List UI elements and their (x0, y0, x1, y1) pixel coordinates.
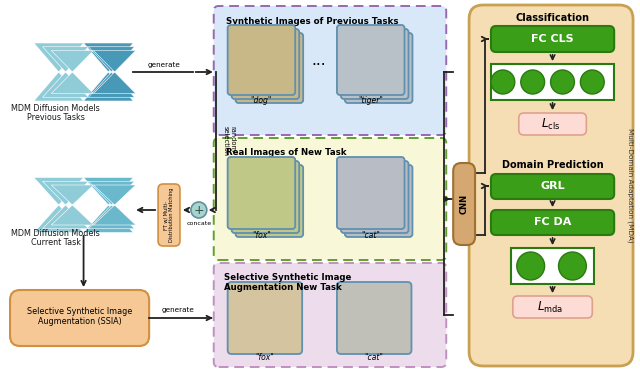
Text: "dog": "dog" (251, 95, 272, 105)
Text: Real Images of New Task: Real Images of New Task (226, 148, 346, 157)
Polygon shape (51, 50, 93, 93)
FancyBboxPatch shape (236, 165, 303, 237)
Text: "fox": "fox" (255, 354, 274, 362)
FancyBboxPatch shape (345, 165, 412, 237)
Text: Domain Prediction: Domain Prediction (502, 160, 604, 170)
Text: CNN: CNN (460, 194, 468, 214)
FancyBboxPatch shape (341, 29, 408, 99)
Text: concate: concate (186, 220, 211, 226)
Circle shape (516, 252, 545, 280)
Polygon shape (84, 43, 133, 101)
Text: "fox": "fox" (252, 230, 271, 240)
Text: Classification: Classification (516, 13, 589, 23)
FancyBboxPatch shape (232, 161, 299, 233)
FancyBboxPatch shape (228, 282, 302, 354)
FancyBboxPatch shape (513, 296, 592, 318)
Polygon shape (43, 181, 88, 229)
FancyBboxPatch shape (491, 26, 614, 52)
FancyBboxPatch shape (214, 263, 446, 367)
FancyBboxPatch shape (337, 25, 404, 95)
FancyBboxPatch shape (228, 157, 295, 229)
Circle shape (559, 252, 586, 280)
Polygon shape (93, 50, 136, 93)
Text: "tiger": "tiger" (358, 95, 383, 105)
FancyBboxPatch shape (453, 163, 475, 245)
FancyBboxPatch shape (337, 282, 412, 354)
Polygon shape (34, 43, 84, 101)
Text: $L_{\mathrm{mda}}$: $L_{\mathrm{mda}}$ (538, 299, 564, 315)
Text: Previous Tasks: Previous Tasks (27, 112, 84, 121)
FancyBboxPatch shape (214, 138, 446, 260)
Circle shape (521, 70, 545, 94)
Text: Selective Synthetic Image: Selective Synthetic Image (223, 273, 351, 282)
Text: Multi-Domain Adaptation (MDA): Multi-Domain Adaptation (MDA) (627, 128, 634, 242)
Text: FT w/ Multi-
Distribution Matching: FT w/ Multi- Distribution Matching (164, 188, 175, 242)
Text: generate: generate (161, 307, 195, 313)
FancyBboxPatch shape (214, 6, 446, 135)
Circle shape (550, 70, 575, 94)
Text: Current Task: Current Task (31, 237, 81, 246)
Text: Augmentation (SSIA): Augmentation (SSIA) (38, 318, 122, 326)
Polygon shape (51, 185, 93, 225)
Text: ...: ... (312, 53, 326, 68)
FancyBboxPatch shape (158, 184, 180, 246)
Polygon shape (34, 177, 84, 233)
FancyBboxPatch shape (491, 174, 614, 199)
Polygon shape (93, 185, 136, 225)
Text: Synthetic Images of Previous Tasks: Synthetic Images of Previous Tasks (226, 16, 398, 26)
FancyBboxPatch shape (519, 113, 586, 135)
FancyBboxPatch shape (10, 290, 149, 346)
Text: "cat": "cat" (364, 354, 383, 362)
Bar (511, 248, 595, 284)
Polygon shape (88, 47, 134, 97)
Text: $L_{\mathrm{cls}}$: $L_{\mathrm{cls}}$ (541, 116, 560, 132)
Circle shape (191, 202, 207, 218)
FancyBboxPatch shape (232, 29, 299, 99)
Text: Selective Synthetic Image: Selective Synthetic Image (27, 308, 132, 316)
Text: Augmentation New Task: Augmentation New Task (223, 282, 342, 292)
FancyBboxPatch shape (337, 157, 404, 229)
Text: "cat": "cat" (362, 230, 380, 240)
Polygon shape (88, 181, 134, 229)
FancyBboxPatch shape (345, 33, 412, 103)
Text: random
selection: random selection (223, 126, 236, 156)
Text: generate: generate (148, 62, 180, 68)
Text: MDM Diffusion Models: MDM Diffusion Models (12, 229, 100, 237)
FancyBboxPatch shape (341, 161, 408, 233)
Text: MDM Diffusion Models: MDM Diffusion Models (12, 104, 100, 112)
Text: +: + (193, 204, 204, 217)
Circle shape (491, 70, 515, 94)
FancyBboxPatch shape (469, 5, 633, 366)
Text: FC CLS: FC CLS (531, 34, 574, 44)
FancyBboxPatch shape (491, 210, 614, 235)
FancyBboxPatch shape (236, 33, 303, 103)
Circle shape (580, 70, 604, 94)
Text: FC DA: FC DA (534, 217, 572, 227)
Polygon shape (43, 47, 88, 97)
Polygon shape (84, 177, 133, 233)
FancyBboxPatch shape (228, 25, 295, 95)
Text: GRL: GRL (540, 181, 565, 191)
Bar (491, 64, 614, 100)
